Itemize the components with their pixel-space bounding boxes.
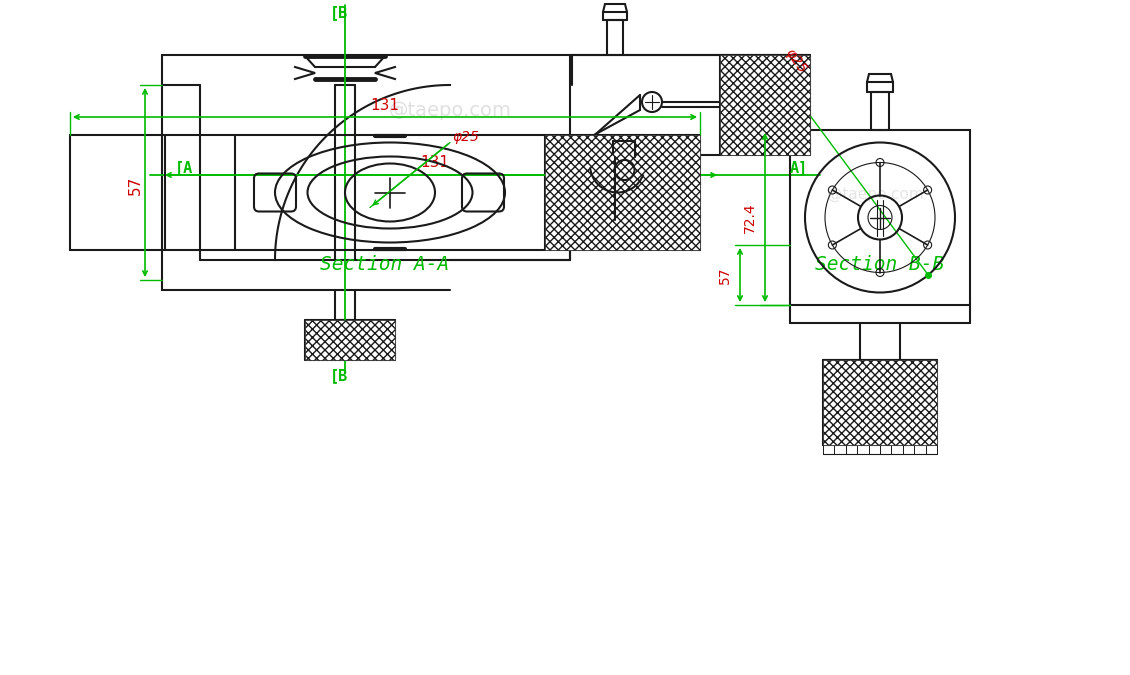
Text: @taepo.com: @taepo.com [827,188,923,202]
Bar [720,55,810,155]
Text: [B: [B [330,368,348,383]
Text: 57: 57 [128,176,144,194]
Text: [A: [A [175,160,193,175]
Bar [305,320,396,360]
Text: A]: A] [790,160,808,175]
Text: Section A-A: Section A-A [321,255,450,274]
Text: Section B-B: Section B-B [816,255,945,274]
Text: 57: 57 [718,266,732,283]
Text: [B: [B [330,5,348,20]
Text: φ25: φ25 [782,46,809,76]
Text: 131: 131 [420,155,450,170]
Text: 131: 131 [371,98,400,113]
Bar [823,360,937,445]
Text: φ25: φ25 [452,130,479,144]
Bar [545,135,699,250]
Text: @taepo.com: @taepo.com [389,101,512,119]
Text: 72.4: 72.4 [744,202,757,233]
